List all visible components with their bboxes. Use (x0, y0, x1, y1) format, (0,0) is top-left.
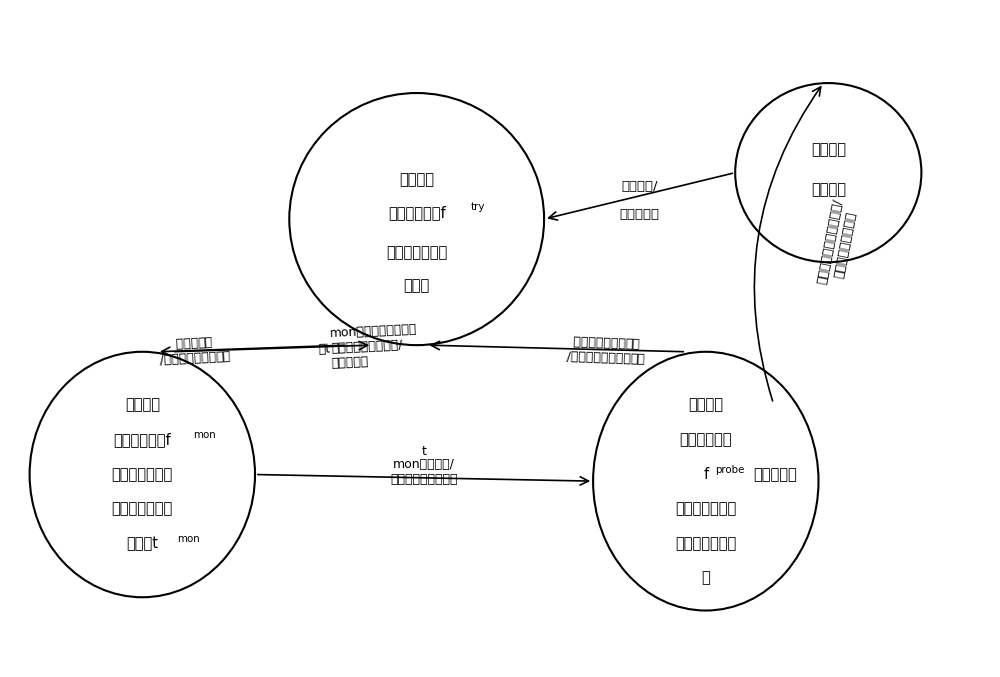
Text: probe: probe (716, 464, 745, 475)
Text: 通过检测装置进: 通过检测装置进 (112, 467, 173, 482)
Text: 监视刷卡付费信: 监视刷卡付费信 (675, 536, 736, 551)
Text: mon: mon (193, 430, 216, 440)
Text: 初始状态: 初始状态 (399, 172, 434, 187)
Text: 动作：按频率f: 动作：按频率f (113, 433, 171, 447)
Text: 延迟结束/: 延迟结束/ (621, 179, 658, 192)
Text: try: try (471, 202, 485, 213)
Text: t: t (422, 445, 426, 458)
Text: 检测状态: 检测状态 (125, 397, 160, 412)
Text: 时长为t: 时长为t (126, 536, 158, 551)
Text: 动作：按频率f: 动作：按频率f (388, 205, 446, 220)
Text: ，通过检测: ，通过检测 (753, 467, 797, 482)
Text: 接收到用户刷卡付费信号/
通知电动车位锁解锁: 接收到用户刷卡付费信号/ 通知电动车位锁解锁 (816, 198, 860, 288)
Text: 在t: 在t (318, 342, 331, 355)
Text: mon时间结束/
通知电动车位锁上锁: mon时间结束/ 通知电动车位锁上锁 (390, 458, 458, 486)
Text: mon: mon (178, 533, 200, 544)
Text: 行检测: 行检测 (404, 278, 430, 293)
Text: 延迟状态: 延迟状态 (811, 142, 846, 157)
Text: 号: 号 (701, 571, 710, 586)
Text: 动作：无: 动作：无 (811, 181, 846, 197)
Text: 动作：按频率: 动作：按频率 (680, 433, 732, 447)
Text: （无动作）: （无动作） (620, 192, 660, 221)
Text: 使用状态: 使用状态 (688, 397, 723, 412)
Text: 检测到停车位被使用/
（无动作）: 检测到停车位被使用/ （无动作） (156, 332, 230, 364)
Text: 通过检测装置进: 通过检测装置进 (386, 245, 447, 260)
Text: 装置进行检测；: 装置进行检测； (675, 502, 736, 517)
Text: mon时间内某次检测未
检测到停车位被使用/
（无动作）: mon时间内某次检测未 检测到停车位被使用/ （无动作） (330, 323, 419, 370)
Text: f: f (703, 467, 708, 482)
Text: 未检测到停车位被使用/
通知电动车位锁解锁: 未检测到停车位被使用/ 通知电动车位锁解锁 (565, 333, 645, 364)
Text: 行检测，检测总: 行检测，检测总 (112, 502, 173, 517)
